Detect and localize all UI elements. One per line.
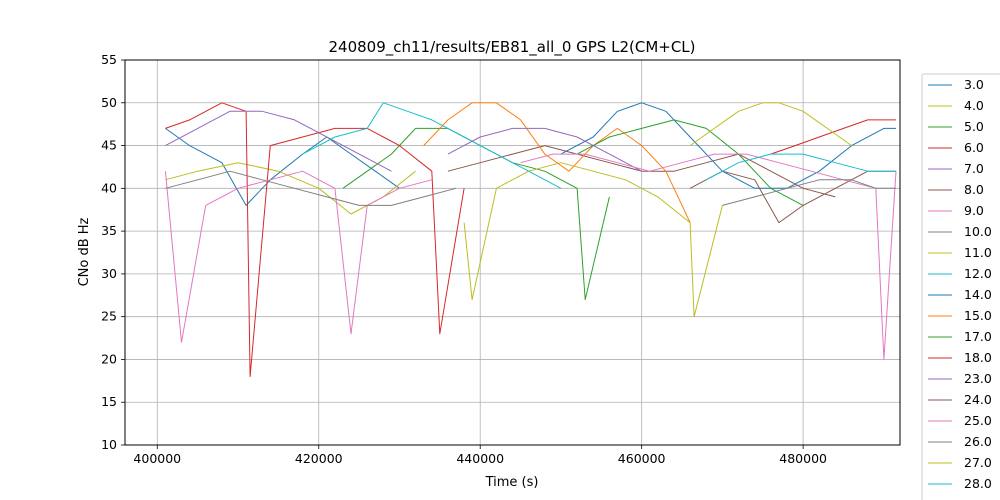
series-line xyxy=(463,162,723,318)
legend-entry: 12.0 xyxy=(964,266,992,281)
legend-entry: 3.0 xyxy=(964,77,984,92)
y-tick-label: 25 xyxy=(101,309,117,324)
series-line xyxy=(165,170,457,206)
y-tick-label: 45 xyxy=(101,138,117,153)
series-line xyxy=(165,110,392,172)
legend-entry: 27.0 xyxy=(964,455,992,470)
legend-entry: 8.0 xyxy=(964,182,984,197)
series-line xyxy=(423,102,691,223)
x-tick-label: 480000 xyxy=(779,451,827,466)
legend-entry: 10.0 xyxy=(964,224,992,239)
series-line xyxy=(689,170,896,224)
series-line xyxy=(576,119,804,206)
y-tick-label: 40 xyxy=(101,180,117,195)
x-axis-label: Time (s) xyxy=(485,475,539,490)
y-tick-label: 50 xyxy=(101,95,117,110)
grid xyxy=(125,59,900,446)
axis-ticks: 400000 420000 440000 460000 480000 10 15 20 25 30… xyxy=(101,52,827,466)
x-tick-label: 420000 xyxy=(295,451,343,466)
chart-title: 240809_ch11/results/EB81_all_0 GPS L2(CM… xyxy=(328,38,695,57)
legend-entry: 26.0 xyxy=(964,434,992,449)
y-tick-label: 20 xyxy=(101,351,117,366)
legend-entry: 4.0 xyxy=(964,98,984,113)
legend-entry: 23.0 xyxy=(964,371,992,386)
legend-entry: 28.0 xyxy=(964,476,992,491)
legend-entry: 6.0 xyxy=(964,140,984,155)
x-tick-label: 400000 xyxy=(133,451,181,466)
series-line xyxy=(164,170,432,343)
y-axis-label: CNo dB Hz xyxy=(77,217,92,286)
y-tick-label: 15 xyxy=(101,394,117,409)
legend-entry: 17.0 xyxy=(964,329,992,344)
y-tick-label: 10 xyxy=(101,437,117,452)
legend-entry: 5.0 xyxy=(964,119,984,134)
series-line xyxy=(770,119,896,155)
legend-entry: 14.0 xyxy=(964,287,992,302)
y-tick-label: 55 xyxy=(101,52,117,67)
legend-entry: 24.0 xyxy=(964,392,992,407)
series-line xyxy=(165,127,400,206)
series-line xyxy=(447,127,642,172)
legend-entry: 7.0 xyxy=(964,161,984,176)
legend-entry: 11.0 xyxy=(964,245,992,260)
series-line xyxy=(302,102,562,189)
y-tick-label: 30 xyxy=(101,266,117,281)
legend-entry: 25.0 xyxy=(964,413,992,428)
legend: 3.0 4.0 5.0 6.0 7.0 8.0 9.0 10.0 11.0 12.0 14.0 15.… xyxy=(921,73,1000,500)
legend-entry: 9.0 xyxy=(964,203,984,218)
series-line xyxy=(706,153,896,181)
x-tick-label: 440000 xyxy=(456,451,504,466)
series-line xyxy=(689,102,852,147)
x-tick-label: 460000 xyxy=(618,451,666,466)
plot-frame xyxy=(124,59,901,446)
legend-box xyxy=(921,73,1000,500)
plot-area xyxy=(164,102,897,378)
series-line xyxy=(722,179,896,206)
y-tick-label: 35 xyxy=(101,223,117,238)
legend-entry: 15.0 xyxy=(964,308,992,323)
series-line xyxy=(165,102,465,378)
legend-entry: 18.0 xyxy=(964,350,992,365)
series-line xyxy=(520,153,897,360)
